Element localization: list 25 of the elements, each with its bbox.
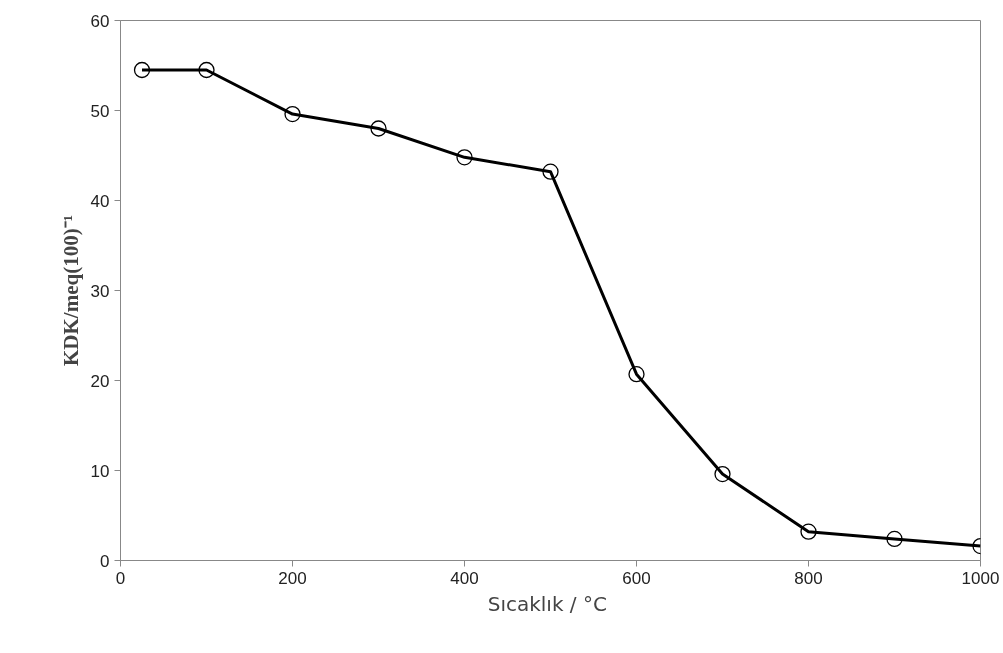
point (714, 465, 731, 483)
point (370, 120, 387, 137)
y-tick-label: 10 (90, 461, 110, 481)
point (800, 523, 817, 540)
x-tick-label: 400 (450, 568, 479, 588)
x-tick-label: 600 (622, 568, 651, 588)
y-tick-label: 60 (90, 11, 110, 31)
x-tick-label: 800 (794, 568, 823, 588)
x-tick-label: 0 (115, 568, 126, 588)
point (456, 149, 473, 166)
x-tick-label: 1000 (961, 568, 1000, 588)
y-tick-label: 20 (90, 371, 110, 391)
y-tick-label: 0 (100, 551, 110, 571)
y-tick-label: 40 (90, 191, 110, 211)
y-axis-title: KDK/meq(100)⁻¹ (58, 215, 83, 366)
point (886, 530, 903, 548)
point (284, 105, 301, 123)
x-axis-title: Sıcaklık / °C (487, 591, 607, 616)
point (198, 61, 215, 79)
point (628, 366, 645, 383)
point (542, 163, 559, 180)
y-tick-label: 50 (90, 101, 110, 121)
point (133, 61, 151, 79)
y-tick-label: 30 (90, 281, 110, 301)
x-tick-label: 200 (278, 568, 307, 588)
